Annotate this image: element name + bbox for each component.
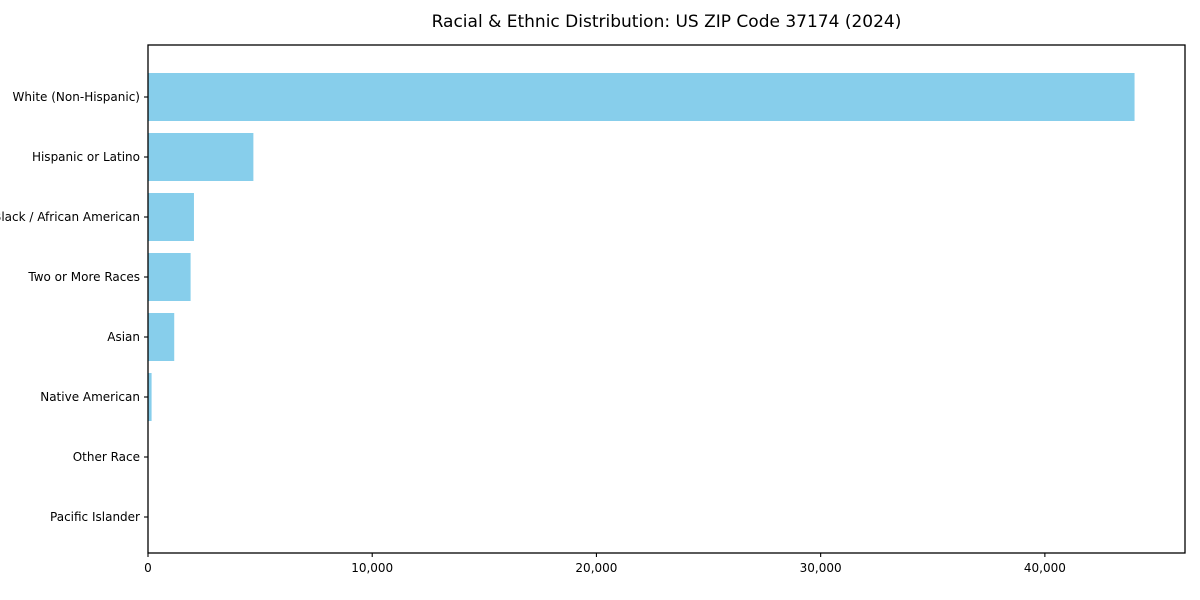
bar (148, 73, 1135, 121)
x-tick-label: 10,000 (351, 561, 393, 575)
y-tick-label: White (Non-Hispanic) (13, 90, 140, 104)
bar (148, 373, 152, 421)
y-tick-label: Other Race (73, 450, 140, 464)
x-tick-label: 30,000 (800, 561, 842, 575)
y-tick-label: Hispanic or Latino (32, 150, 140, 164)
chart-title: Racial & Ethnic Distribution: US ZIP Cod… (431, 12, 902, 32)
y-tick-label: Black / African American (0, 210, 140, 224)
y-tick-label: Asian (107, 330, 140, 344)
plot-frame (147, 44, 1186, 554)
y-tick-label: Two or More Races (27, 270, 140, 284)
bar (148, 133, 254, 181)
y-tick-label: Pacific Islander (50, 510, 140, 524)
x-tick-label: 20,000 (575, 561, 617, 575)
x-tick-label: 0 (144, 561, 152, 575)
y-tick-label: Native American (40, 390, 140, 404)
bar (148, 313, 175, 361)
x-tick-label: 40,000 (1024, 561, 1066, 575)
bar (148, 193, 194, 241)
bar (148, 253, 191, 301)
